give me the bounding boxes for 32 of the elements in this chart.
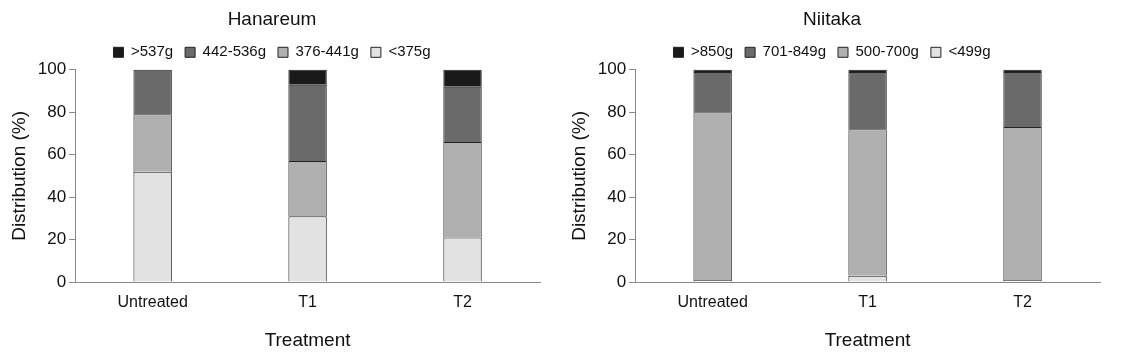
x-tick-label: T2 [453,293,472,311]
y-tick-label: 40 [47,186,67,206]
y-tick-label: 100 [597,59,627,79]
y-tick-label: 20 [607,229,627,249]
x-tick-label: Untreated [117,293,188,311]
chart-title: Niitaka [802,7,862,29]
x-axis-title: Treatment [824,328,912,350]
legend-label: <499g [948,42,991,60]
y-axis-title: Distribution (%) [567,110,589,241]
y-tick-label: 40 [607,186,627,206]
x-tick-label: Untreated [677,293,748,311]
y-tick-label: 80 [607,101,627,121]
y-tick-label: 0 [616,271,627,291]
legend-label: >850g [690,42,734,60]
legend-label: 442-536g [202,42,267,60]
y-tick-label: 60 [47,144,67,164]
y-axis-title: Distribution (%) [7,110,29,241]
x-tick-label: T2 [1013,293,1032,311]
x-tick-label: T1 [298,293,318,311]
y-tick-label: 80 [47,101,67,121]
legend-label: <375g [388,42,431,60]
legend-label: 376-441g [295,42,359,60]
legend-label: 500-700g [855,42,919,60]
y-tick-label: 100 [37,59,67,79]
y-tick-label: 20 [47,229,67,249]
y-tick-label: 60 [607,144,627,164]
y-tick-label: 0 [56,271,67,291]
legend-label: >537g [130,42,174,60]
x-axis-title: Treatment [264,328,352,350]
legend-label: 701-849g [762,42,827,60]
x-tick-label: T1 [858,293,878,311]
chart-title: Hanareum [227,7,317,29]
